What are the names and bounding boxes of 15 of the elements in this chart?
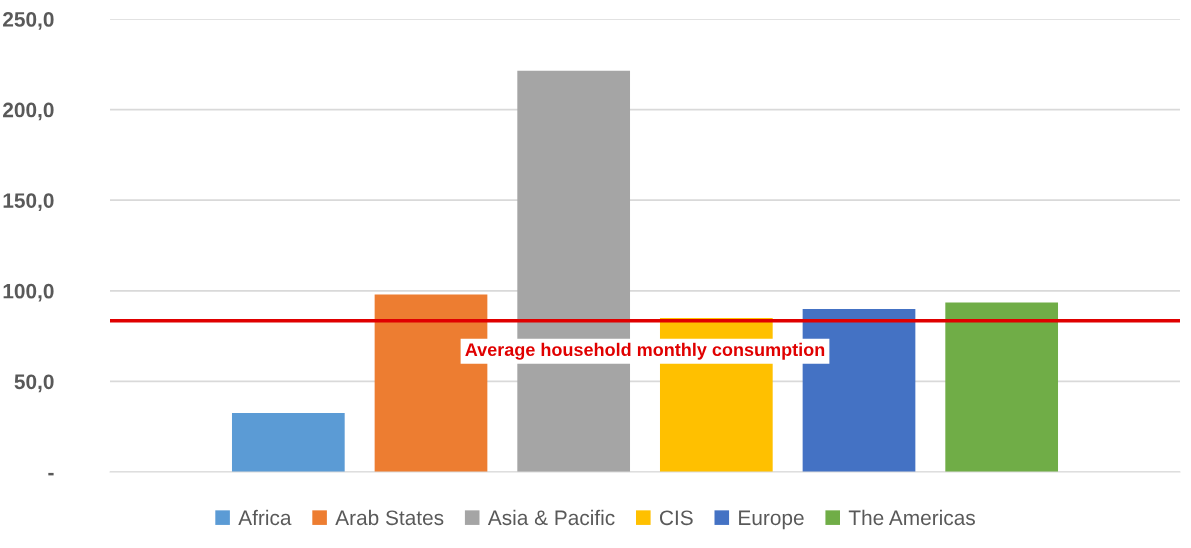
legend-label: Europe	[739, 510, 804, 530]
legend-label: Africa	[238, 509, 292, 526]
y-tick-label: 150,0	[3, 193, 54, 211]
y-tick-label: 50,0	[14, 374, 54, 393]
ref-line-label: Average household monthly consumption	[465, 342, 825, 360]
legend-label: CIS	[659, 510, 693, 526]
bar	[945, 302, 1059, 472]
y-tick-label: 250,0	[3, 12, 54, 30]
legend-label: Asia & Pacific	[487, 509, 615, 526]
bar	[231, 413, 345, 472]
legend-label: Arab States	[335, 509, 444, 526]
y-tick-label: -	[48, 472, 54, 476]
y-tick-label: 200,0	[3, 102, 54, 121]
y-tick-label: 100,0	[3, 283, 54, 302]
legend-label: The Americas	[848, 509, 975, 526]
